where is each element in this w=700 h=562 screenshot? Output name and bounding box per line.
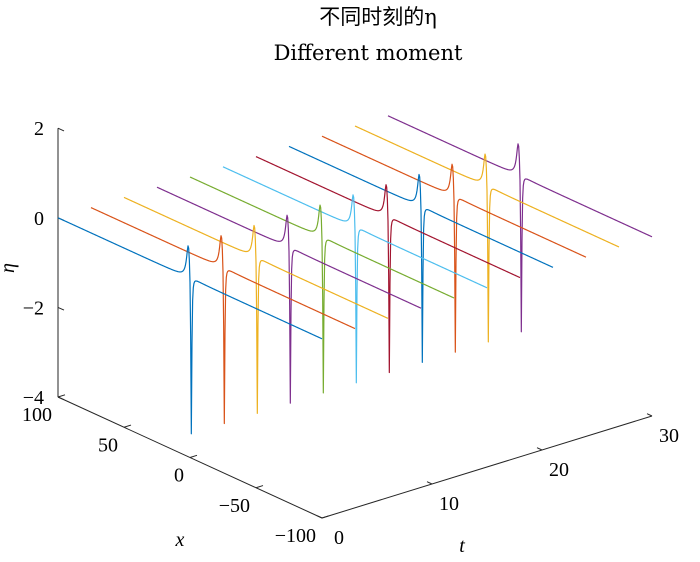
t-axis-line (321, 415, 653, 519)
t-tick-mark (536, 447, 543, 451)
x-tick-mark (189, 454, 198, 458)
series-line-t18 (255, 156, 521, 374)
series-group (57, 115, 653, 435)
x-tick-label: 50 (98, 434, 118, 456)
x-tick-label: 0 (174, 465, 184, 487)
t-tick-mark (316, 515, 323, 519)
z-tick-label: −4 (23, 387, 44, 409)
t-tick-label: 0 (334, 527, 344, 549)
series-line-t12 (189, 176, 455, 394)
series-line-t21 (288, 145, 554, 363)
t-tick-label: 30 (659, 425, 679, 447)
series-line-t30 (387, 115, 653, 333)
z-tick-mark (57, 306, 65, 311)
x-tick-label: 100 (22, 404, 52, 426)
series-line-t3 (90, 207, 356, 425)
series-line-t0 (57, 217, 323, 435)
x-tick-mark (255, 485, 264, 489)
series-line-t24 (321, 135, 587, 353)
chart-subtitle: Different moment (274, 41, 463, 65)
z-tick-mark (57, 396, 65, 401)
z-tick-label: 0 (34, 208, 44, 230)
series-line-t9 (156, 186, 422, 404)
z-tick-mark (57, 127, 65, 132)
x-tick-mark (123, 424, 132, 428)
z-axis-label: η (0, 263, 19, 273)
series-line-t15 (222, 166, 488, 384)
x-tick-mark (321, 515, 330, 519)
x-tick-mark (57, 394, 66, 398)
z-tick-label: −2 (23, 297, 44, 319)
x-tick-label: −50 (219, 495, 250, 517)
t-tick-label: 20 (549, 459, 569, 481)
series-line-t6 (123, 196, 389, 414)
z-tick-label: 2 (34, 118, 44, 140)
series-line-t27 (354, 125, 620, 343)
t-axis-label: t (459, 535, 465, 557)
t-tick-mark (646, 413, 653, 417)
x-tick-label: −100 (275, 525, 316, 547)
chart-title: 不同时刻的η (319, 5, 437, 29)
t-tick-label: 10 (439, 493, 459, 515)
x-axis-label: x (175, 529, 185, 551)
t-tick-mark (426, 481, 433, 485)
